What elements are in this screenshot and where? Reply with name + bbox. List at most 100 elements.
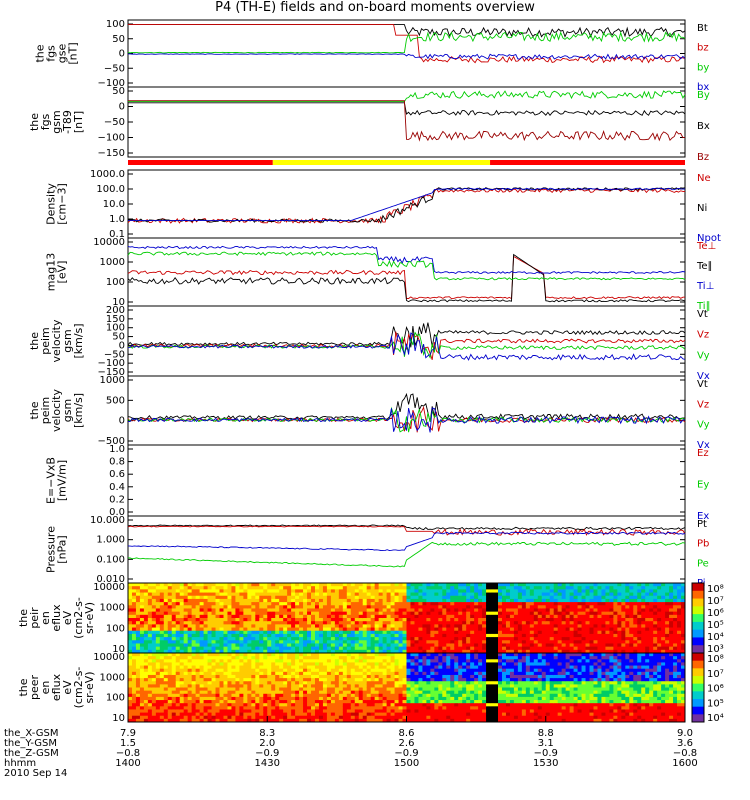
spectrogram-cell [565, 608, 571, 613]
spectrogram-cell [573, 608, 579, 613]
spectrogram-cell [661, 646, 666, 651]
spectrogram-cell [219, 614, 224, 619]
spectrogram-cell [597, 592, 602, 597]
spectrogram-cell [155, 712, 161, 717]
spectrogram-cell [569, 646, 575, 651]
spectrogram-cell [167, 640, 173, 644]
spectrogram-cell [267, 595, 272, 600]
spectrogram-cell [665, 624, 670, 629]
spectrogram-cell [271, 618, 276, 622]
spectrogram-cell [645, 608, 650, 613]
spectrogram-cell [422, 665, 427, 670]
spectrogram-cell [362, 662, 368, 667]
spectrogram-cell [211, 715, 217, 720]
spectrogram-cell [143, 605, 149, 609]
spectrogram-cell [589, 621, 594, 625]
spectrogram-cell [517, 643, 523, 648]
spectrogram-cell [601, 618, 606, 622]
spectrogram-cell [342, 592, 348, 597]
spectrogram-cell [633, 646, 638, 651]
spectrogram-cell [573, 602, 579, 606]
spectrogram-cell [394, 630, 400, 635]
spectrogram-cell [179, 589, 185, 594]
spectrogram-cell [307, 595, 312, 600]
spectrogram-cell [223, 637, 228, 641]
spectrogram-cell [291, 662, 296, 667]
spectrogram-cell [183, 643, 189, 648]
spectrogram-cell [203, 693, 209, 698]
spectrogram-cell [350, 665, 356, 670]
spectrogram-cell [143, 662, 149, 667]
spectrogram-cell [354, 633, 360, 638]
spectrogram-cell [203, 653, 209, 657]
spectrogram-cell [311, 633, 316, 638]
spectrogram-cell [537, 637, 543, 641]
spectrogram-cell [346, 653, 352, 657]
spectrogram-cell [577, 640, 583, 644]
spectrogram-cell [593, 640, 598, 644]
spectrogram-cell [541, 583, 547, 587]
spectrogram-cell [326, 640, 332, 644]
spectrogram-cell [314, 703, 320, 707]
spectrogram-cell [597, 611, 602, 616]
spectrogram-cell [422, 693, 427, 698]
spectrogram-cell [442, 627, 447, 632]
spectrogram-cell [406, 633, 411, 638]
spectrogram-cell [131, 640, 137, 644]
spectrogram-cell [665, 627, 670, 632]
spectrogram-cell [128, 633, 133, 638]
spectrogram-cell [155, 627, 161, 632]
spectrogram-cell [227, 646, 232, 651]
spectrogram-cell [378, 586, 384, 590]
spectrogram-cell [311, 700, 316, 704]
spectrogram-cell [681, 633, 686, 638]
spectrogram-cell [617, 586, 622, 590]
spectrogram-cell [223, 696, 228, 701]
spectrogram-cell [617, 608, 622, 613]
spectrogram-cell [271, 583, 276, 587]
spectrogram-cell [422, 709, 427, 714]
spectrogram-cell [342, 627, 348, 632]
spectrogram-cell [350, 624, 356, 629]
spectrogram-cell [155, 611, 161, 616]
spectrogram-cell [155, 589, 161, 594]
spectrogram-cell [593, 630, 598, 635]
spectrogram-cell [147, 643, 153, 648]
spectrogram-cell [482, 602, 487, 606]
spectrogram-cell [346, 681, 352, 685]
spectrogram-cell [287, 583, 292, 587]
spectrogram-cell [311, 706, 316, 710]
spectrogram-cell [438, 640, 443, 644]
spectrogram-cell [179, 668, 185, 673]
spectrogram-cell [426, 614, 431, 619]
spectrogram-cell [370, 656, 376, 660]
spectrogram-cell [350, 605, 356, 609]
spectrogram-cell [613, 633, 618, 638]
spectrogram-cell [677, 583, 682, 587]
spectrogram-cell [299, 662, 304, 667]
spectrogram-cell [545, 627, 551, 632]
spectrogram-cell [247, 662, 252, 667]
spectrogram-cell [187, 633, 193, 638]
spectrogram-cell [227, 690, 232, 695]
spectrogram-cell [370, 608, 376, 613]
spectrogram-cell [342, 706, 348, 710]
spectrogram-cell [649, 608, 654, 613]
spectrogram-cell [255, 659, 260, 663]
spectrogram-cell [589, 602, 594, 606]
y-axis-label: E=−VxB[mV/m] [45, 457, 69, 504]
spectrogram-cell [378, 690, 384, 695]
spectrogram-cell [446, 611, 451, 616]
spectrogram-cell [509, 633, 515, 638]
spectrogram-cell [573, 614, 579, 619]
spectrogram-cell [549, 649, 555, 654]
spectrogram-cell [307, 709, 312, 714]
spectrogram-cell [585, 611, 591, 616]
spectrogram-cell [565, 643, 571, 648]
spectrogram-cell [311, 715, 316, 720]
spectrogram-cell [390, 684, 396, 688]
spectrogram-cell [633, 598, 638, 603]
colorbar-segment [692, 614, 704, 623]
spectrogram-cell [398, 618, 404, 622]
spectrogram-cell [187, 681, 193, 685]
